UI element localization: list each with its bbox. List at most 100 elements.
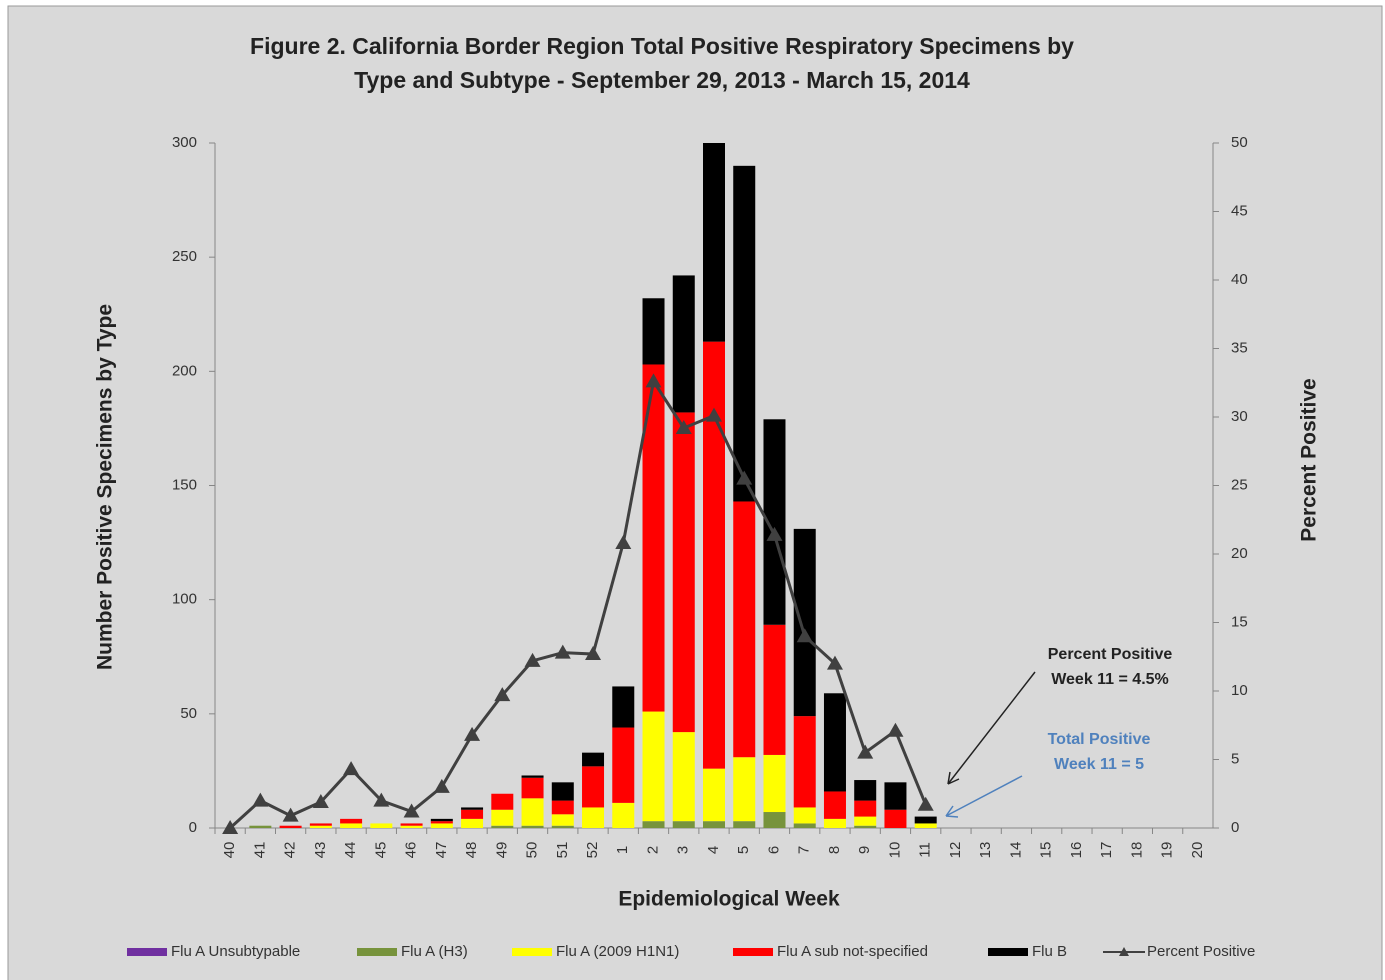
legend-label: Percent Positive	[1147, 943, 1255, 960]
x-tick-label: 10	[886, 842, 903, 859]
x-tick-label: 6	[765, 846, 782, 854]
x-tick-label: 45	[372, 842, 389, 859]
bar-segment	[400, 825, 423, 828]
bar-segment	[854, 800, 877, 817]
bar-segment	[763, 419, 786, 625]
x-tick-label: 4	[705, 846, 722, 854]
bar-segment	[854, 825, 877, 828]
bar-segment	[491, 793, 514, 810]
bar-segment	[763, 624, 786, 755]
bar-segment	[763, 812, 786, 828]
bar-segment	[521, 798, 544, 826]
x-tick-label: 43	[312, 842, 329, 859]
bar-segment	[582, 752, 605, 767]
line-marker	[857, 744, 874, 759]
bar-segment	[793, 807, 816, 824]
x-tick-label: 16	[1068, 842, 1085, 859]
legend-swatch	[733, 948, 773, 956]
line-marker	[343, 761, 360, 776]
x-tick-label: 44	[342, 842, 359, 859]
bar-segment	[733, 165, 756, 502]
bar-segment	[582, 766, 605, 808]
bar-segment	[642, 364, 665, 712]
bar-segment	[551, 782, 574, 801]
y2-axis-title: Percent Positive	[1298, 378, 1321, 541]
line-marker	[403, 803, 420, 818]
y-tick-label: 150	[172, 476, 197, 493]
line-marker	[222, 820, 239, 834]
y2-tick-label: 15	[1231, 613, 1248, 630]
legend-label: Flu A (H3)	[401, 943, 468, 960]
bar-segment	[914, 816, 937, 824]
bar-segment	[672, 732, 695, 822]
line-marker	[585, 646, 602, 661]
annotation: Week 11 = 4.5%	[1051, 671, 1169, 688]
bar-segment	[854, 780, 877, 801]
legend-label: Flu B	[1032, 943, 1067, 960]
bar-segment	[551, 800, 574, 815]
x-tick-label: 40	[221, 842, 238, 859]
bar-segment	[551, 814, 574, 826]
line-marker	[917, 796, 934, 811]
bar-segment	[733, 821, 756, 828]
x-tick-label: 50	[524, 842, 541, 859]
chart-title-line: Type and Subtype - September 29, 2013 - …	[354, 67, 970, 93]
bar-segment	[672, 275, 695, 413]
y2-tick-label: 40	[1231, 271, 1248, 288]
bar-segment	[763, 754, 786, 813]
bar-segment	[612, 686, 635, 728]
bar-segment	[823, 791, 846, 819]
bar-segment	[430, 823, 453, 828]
x-axis-title: Epidemiological Week	[618, 888, 840, 911]
y2-tick-label: 5	[1231, 750, 1239, 767]
bar-segment	[823, 693, 846, 792]
x-tick-label: 52	[584, 842, 601, 859]
bar-segment	[461, 818, 484, 828]
x-tick-label: 42	[282, 842, 299, 859]
y2-tick-label: 10	[1231, 682, 1248, 699]
bar-segment	[854, 816, 877, 826]
annotation: Total Positive	[1048, 731, 1151, 748]
annotation-arrow	[945, 775, 1023, 817]
annotation-arrow	[947, 671, 1036, 785]
y2-tick-label: 20	[1231, 545, 1248, 562]
bar-segment	[370, 823, 393, 828]
line-marker	[887, 722, 904, 737]
bar-segment	[551, 825, 574, 828]
x-tick-label: 17	[1098, 842, 1115, 859]
x-tick-label: 19	[1159, 842, 1176, 859]
x-tick-label: 14	[1007, 842, 1024, 859]
bar-segment	[279, 825, 302, 828]
y-tick-label: 300	[172, 134, 197, 151]
x-tick-label: 15	[1038, 842, 1055, 859]
legend-swatch	[512, 948, 552, 956]
bar-segment	[733, 757, 756, 822]
bar-segment	[430, 821, 453, 824]
legend-label: Flu A (2009 H1N1)	[556, 943, 679, 960]
x-tick-label: 49	[493, 842, 510, 859]
bar-segment	[249, 825, 272, 828]
y2-tick-label: 45	[1231, 202, 1248, 219]
y-tick-label: 100	[172, 591, 197, 608]
bar-segment	[793, 528, 816, 717]
line-marker	[766, 526, 783, 541]
x-tick-label: 1	[614, 846, 631, 854]
x-tick-label: 48	[463, 842, 480, 859]
legend-label: Flu A Unsubtypable	[171, 943, 300, 960]
annotation: Week 11 = 5	[1054, 756, 1144, 773]
line-marker	[645, 373, 662, 388]
bar-segment	[521, 825, 544, 828]
bar-segment	[793, 716, 816, 808]
line-marker	[373, 792, 390, 807]
x-tick-label: 7	[796, 846, 813, 854]
x-tick-label: 12	[947, 842, 964, 859]
chart-title-line: Figure 2. California Border Region Total…	[250, 33, 1074, 59]
bar-segment	[884, 809, 907, 828]
y2-tick-label: 30	[1231, 408, 1248, 425]
y2-tick-label: 25	[1231, 476, 1248, 493]
bar-segment	[521, 777, 544, 799]
x-tick-label: 47	[433, 842, 450, 859]
y-tick-label: 250	[172, 248, 197, 265]
